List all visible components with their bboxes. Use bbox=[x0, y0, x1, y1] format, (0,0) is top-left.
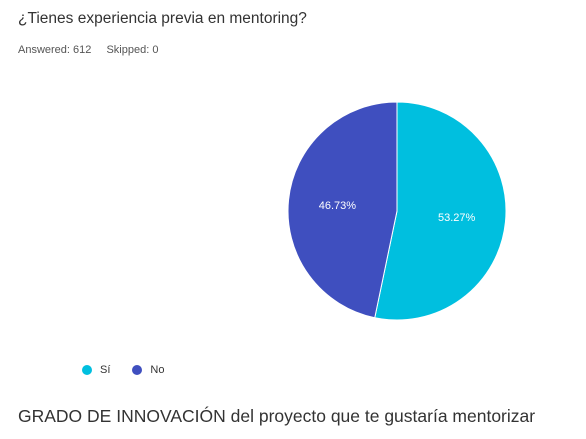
pie-slice-no[interactable] bbox=[287, 101, 398, 319]
legend-label-si: Sí bbox=[100, 364, 111, 376]
chart-legend: Sí No bbox=[82, 364, 186, 376]
response-stats: Answered: 612 Skipped: 0 bbox=[18, 44, 158, 56]
legend-swatch-no bbox=[132, 365, 143, 375]
answered-count: Answered: 612 bbox=[18, 44, 92, 56]
next-question-title: GRADO DE INNOVACIÓN del proyecto que te … bbox=[18, 406, 536, 426]
pie-label-no: 46.73% bbox=[319, 200, 357, 212]
question-title: ¿Tienes experiencia previa en mentoring? bbox=[18, 10, 307, 27]
legend-item-si[interactable]: Sí bbox=[82, 364, 110, 376]
legend-label-no: No bbox=[150, 364, 165, 376]
legend-item-no[interactable]: No bbox=[132, 364, 164, 376]
legend-swatch-si bbox=[82, 365, 92, 375]
pie-label-si: 53.27% bbox=[438, 212, 476, 224]
skipped-count: Skipped: 0 bbox=[106, 44, 159, 56]
pie-slice-si[interactable] bbox=[374, 101, 507, 321]
